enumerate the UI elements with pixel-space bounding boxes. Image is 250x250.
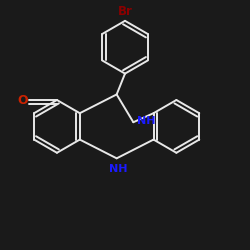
Text: Br: Br xyxy=(118,4,132,18)
Text: NH: NH xyxy=(109,164,127,174)
Text: NH: NH xyxy=(136,116,155,126)
Text: O: O xyxy=(17,94,28,106)
